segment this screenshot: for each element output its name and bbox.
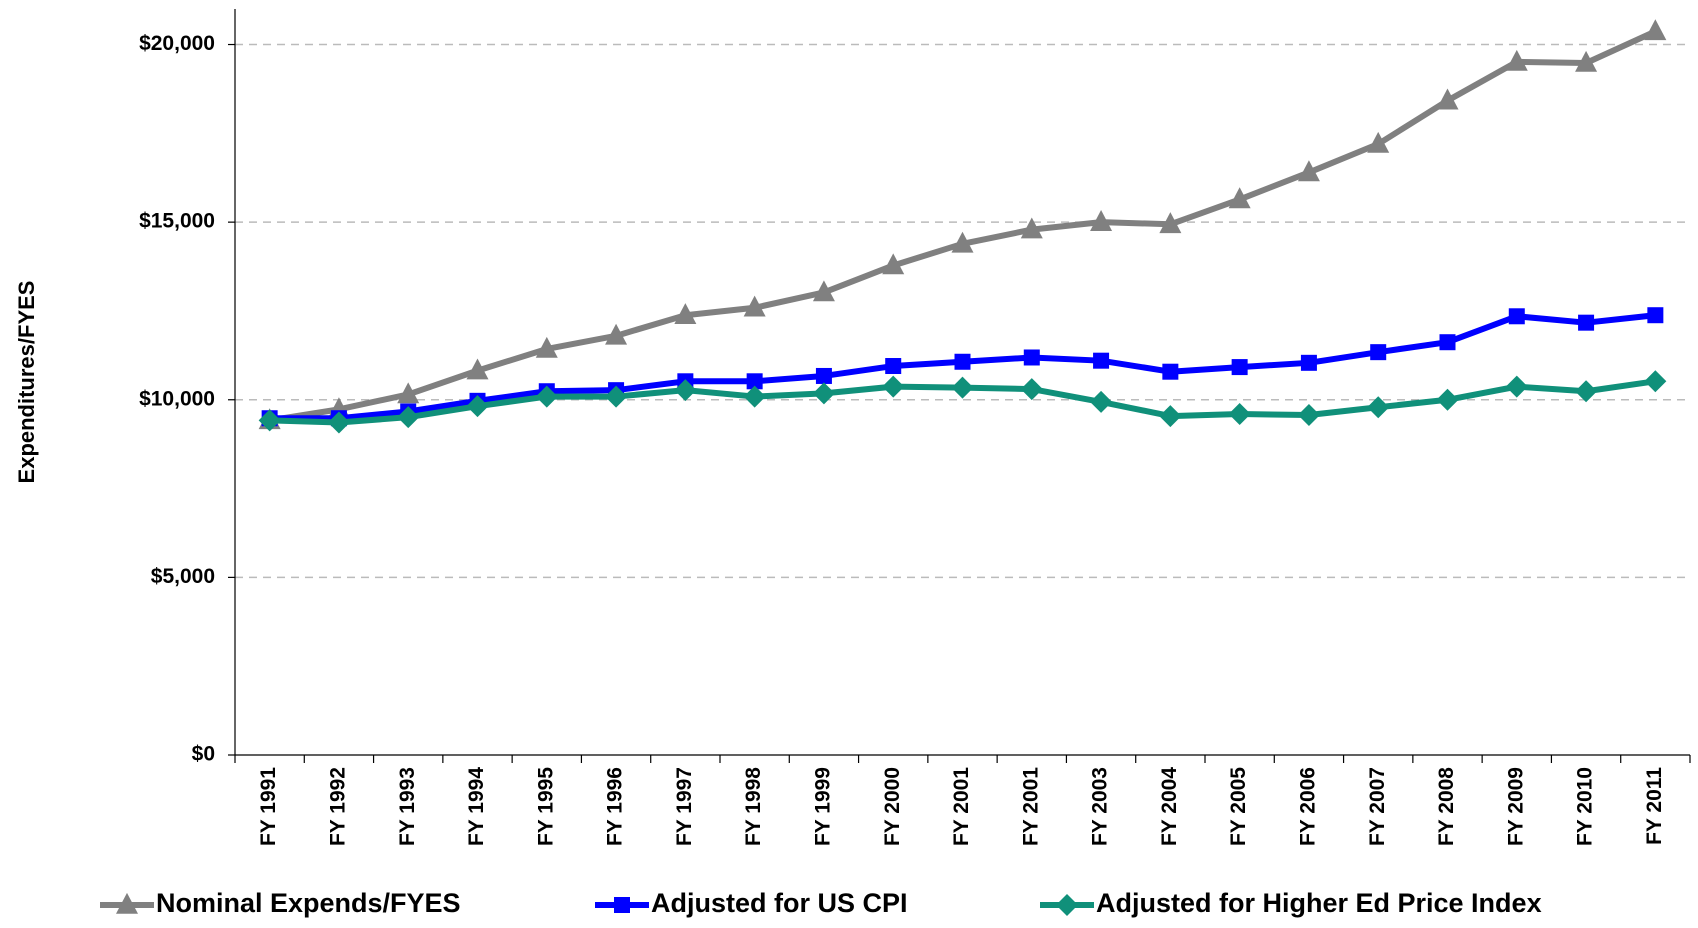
data-point [674,303,697,325]
data-point [1090,210,1113,231]
data-point [1297,160,1320,182]
data-point [466,395,489,418]
data-point [327,411,350,434]
data-point [1162,363,1179,380]
data-point [882,253,905,275]
data-point [743,385,766,408]
data-point [397,406,420,429]
data-point [1159,212,1182,234]
x-tick-label: FY 2005 [1227,767,1250,846]
data-point [466,358,489,380]
x-tick-label: FY 2000 [881,767,904,846]
data-point [1575,50,1598,72]
x-tick-label: FY 1998 [742,767,765,846]
legend-marker [614,897,630,913]
data-point [1093,352,1110,369]
data-point [1300,354,1317,371]
x-tick-label: FY 2011 [1643,767,1666,845]
legend-marker [1056,894,1078,916]
data-point [1023,349,1040,366]
data-point [951,231,974,253]
y-tick-label: $20,000 [139,32,215,55]
data-point [1020,378,1043,401]
data-point [535,385,558,408]
x-tick-label: FY 1993 [396,767,419,846]
data-point [1578,314,1595,331]
data-point [1020,217,1043,239]
x-tick-label: FY 1992 [326,767,349,846]
data-point [882,375,905,398]
data-point [258,409,281,432]
data-point [1505,375,1528,398]
data-point [1575,380,1598,403]
x-tick-label: FY 2009 [1504,767,1527,846]
data-point [674,379,697,402]
x-tick-label: FY 1995 [534,767,557,846]
data-point [1439,334,1456,351]
data-point [397,382,420,404]
data-point [1367,396,1390,419]
legend-label: Nominal Expends/FYES [156,888,461,918]
legend-marker [116,892,138,914]
x-tick-label: FY 2008 [1435,767,1458,846]
x-tick-label: FY 2003 [1089,767,1112,846]
y-tick-label: $5,000 [151,565,215,588]
data-point [951,376,974,399]
data-point [535,336,558,358]
x-tick-label: FY 1997 [673,767,696,846]
data-point [812,382,835,405]
data-point [1436,88,1459,110]
y-axis-title: Expenditures/FYES [14,281,39,484]
x-tick-label: FY 2001 [950,767,973,846]
data-point [605,385,628,408]
x-tick-label: FY 2007 [1366,767,1389,846]
data-point [812,280,835,302]
x-tick-label: FY 1999 [811,767,834,846]
x-tick-label: FY 2010 [1574,767,1597,846]
data-point [885,358,902,375]
data-point [746,373,763,390]
x-tick-label: FY 2001 [1019,767,1042,846]
x-tick-label: FY 2006 [1296,767,1319,846]
y-tick-label: $15,000 [139,210,215,233]
data-point [954,353,971,370]
data-point [1159,405,1182,428]
legend-label: Adjusted for US CPI [651,888,908,918]
x-tick-label: FY 2004 [1158,767,1181,846]
data-point [1436,388,1459,411]
data-point [1644,19,1667,41]
data-point [1228,402,1251,425]
data-point [1231,359,1248,376]
data-point [815,367,832,384]
data-point [1090,390,1113,413]
data-point [1367,131,1390,153]
y-tick-label: $0 [192,743,215,766]
data-point [743,295,766,317]
data-point [1644,370,1667,393]
data-point [1297,404,1320,427]
x-tick-label: FY 1996 [604,767,627,846]
x-tick-label: FY 1991 [257,767,280,846]
data-point [1647,307,1664,324]
y-tick-label: $10,000 [139,387,215,410]
data-point [605,323,628,345]
legend-label: Adjusted for Higher Ed Price Index [1096,888,1542,918]
data-point [1370,344,1387,361]
data-point [1228,187,1251,209]
x-tick-label: FY 1994 [465,767,488,846]
data-point [1508,308,1525,325]
data-point [1505,49,1528,71]
